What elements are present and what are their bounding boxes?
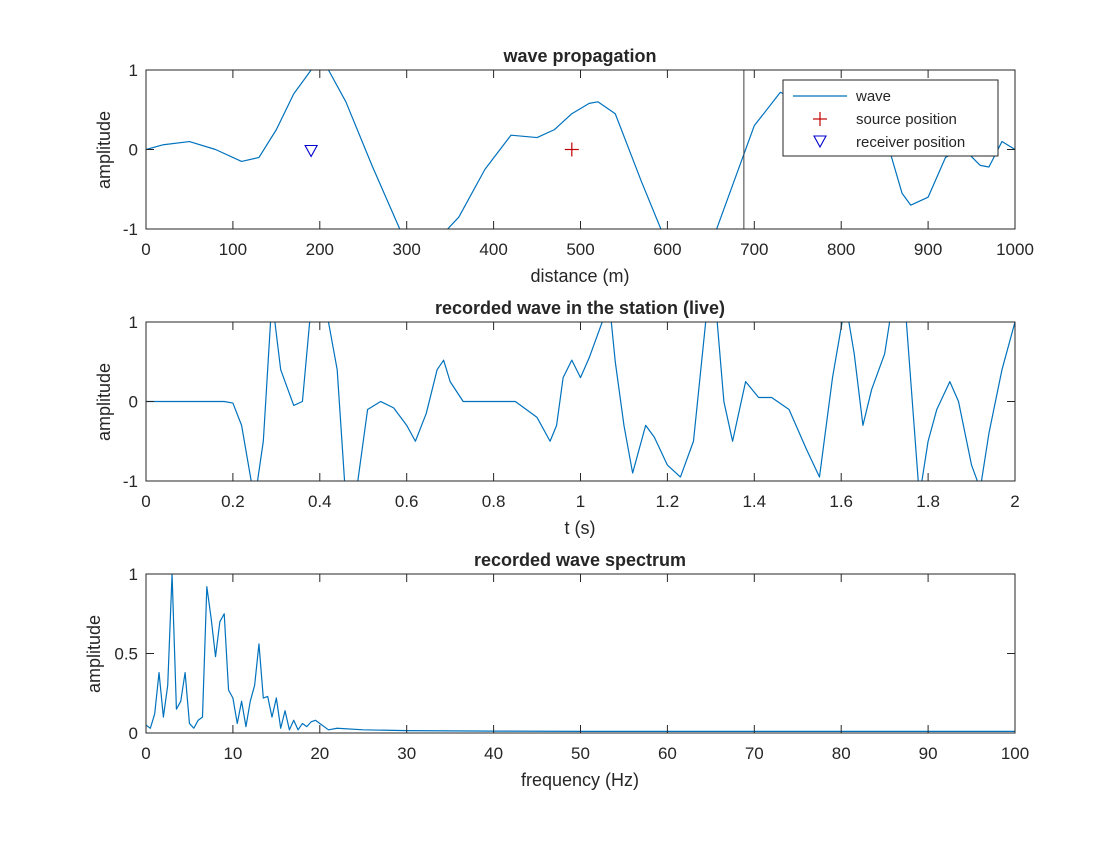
panel2-xticks: 0 0.2 0.4 0.6 0.8 1 1.2 1.4 1.6 1.8 2 (141, 322, 1020, 511)
x-tick-label: 1.2 (656, 492, 680, 511)
panel1-xlabel: distance (m) (530, 266, 629, 286)
y-tick-label: 1 (129, 565, 138, 584)
x-tick-label: 700 (740, 240, 768, 259)
panel2-axes-box (145, 321, 1016, 482)
panel3-yticks: 00.51 (114, 565, 1015, 743)
legend-source-swatch (813, 112, 827, 126)
x-tick-label: 10 (223, 744, 242, 763)
receiver-position-marker (304, 144, 319, 158)
x-tick-label: 1.6 (829, 492, 853, 511)
x-tick-label: 1.4 (742, 492, 766, 511)
x-tick-label: 600 (653, 240, 681, 259)
x-tick-label: 40 (484, 744, 503, 763)
panel1-ylabel: amplitude (94, 111, 114, 189)
legend-wave-label: wave (855, 88, 891, 105)
x-tick-label: 200 (306, 240, 334, 259)
panel3-xlabel: frequency (Hz) (521, 770, 639, 790)
y-tick-label: 0.5 (114, 645, 138, 664)
panel1-xticks: 0 100 200 300 400 500 600 700 800 900 1000 (141, 70, 1034, 259)
x-tick-label: 20 (310, 744, 329, 763)
p1-series-line-0 (146, 70, 1015, 229)
x-tick-label: 100 (1001, 744, 1029, 763)
panel2-yticks: -1 0 1 (123, 313, 1015, 491)
x-tick-label: 0 (141, 492, 150, 511)
panel3-title: recorded wave spectrum (474, 550, 686, 570)
x-tick-label: 100 (219, 240, 247, 259)
panel3-xticks: 0 10 20 30 40 50 60 70 80 90 100 (141, 574, 1029, 763)
x-tick-label: 1000 (996, 240, 1034, 259)
legend-receiver-swatch (813, 135, 827, 149)
y-tick-label: 1 (129, 61, 138, 80)
y-tick-label: 0 (129, 141, 138, 160)
panel2-ylabel: amplitude (94, 363, 114, 441)
legend-receiver-label: receiver position (856, 134, 965, 151)
panel2-plot-area (146, 322, 1015, 481)
y-tick-label: 0 (129, 393, 138, 412)
panel-wave-propagation: wave propagation 0 100 200 300 400 500 600 700 8… (94, 46, 1034, 286)
x-tick-label: 300 (393, 240, 421, 259)
x-tick-label: 2 (1010, 492, 1019, 511)
x-tick-label: 60 (658, 744, 677, 763)
panel3-plot-area (146, 574, 1015, 733)
x-tick-label: 1.8 (916, 492, 940, 511)
panel2-xlabel: t (s) (565, 518, 596, 538)
y-tick-label: 1 (129, 313, 138, 332)
x-tick-label: 30 (397, 744, 416, 763)
panel1-legend: wave source position receiver position (782, 79, 999, 157)
p3-series-line-0 (146, 574, 1015, 733)
panel3-axes-box (145, 573, 1016, 734)
x-tick-label: 900 (914, 240, 942, 259)
x-tick-label: 70 (745, 744, 764, 763)
x-tick-label: 80 (832, 744, 851, 763)
legend-source-label: source position (856, 111, 957, 128)
panel3-ylabel: amplitude (84, 615, 104, 693)
x-tick-label: 500 (566, 240, 594, 259)
panel-recorded-wave: recorded wave in the station (live) 0 0.2… (94, 298, 1020, 538)
x-tick-label: 0.8 (482, 492, 506, 511)
panel-spectrum: recorded wave spectrum 0 10 20 30 40 50 60 70 80… (84, 550, 1029, 790)
y-tick-label: -1 (123, 220, 138, 239)
x-tick-label: 400 (479, 240, 507, 259)
x-tick-label: 800 (827, 240, 855, 259)
panel2-title: recorded wave in the station (live) (435, 298, 725, 318)
x-tick-label: 50 (571, 744, 590, 763)
x-tick-label: 90 (919, 744, 938, 763)
x-tick-label: 0 (141, 240, 150, 259)
p2-series-line-0 (146, 322, 1015, 481)
panel1-title: wave propagation (502, 46, 656, 66)
x-tick-label: 0.6 (395, 492, 419, 511)
panel1-plot-area (146, 70, 1015, 229)
y-tick-label: -1 (123, 472, 138, 491)
x-tick-label: 0 (141, 744, 150, 763)
y-tick-label: 0 (129, 724, 138, 743)
panel1-yticks: -1 0 1 (123, 61, 1015, 239)
source-position-marker (564, 142, 579, 157)
x-tick-label: 0.4 (308, 492, 332, 511)
x-tick-label: 0.2 (221, 492, 245, 511)
legend-box (782, 79, 999, 157)
x-tick-label: 1 (576, 492, 585, 511)
